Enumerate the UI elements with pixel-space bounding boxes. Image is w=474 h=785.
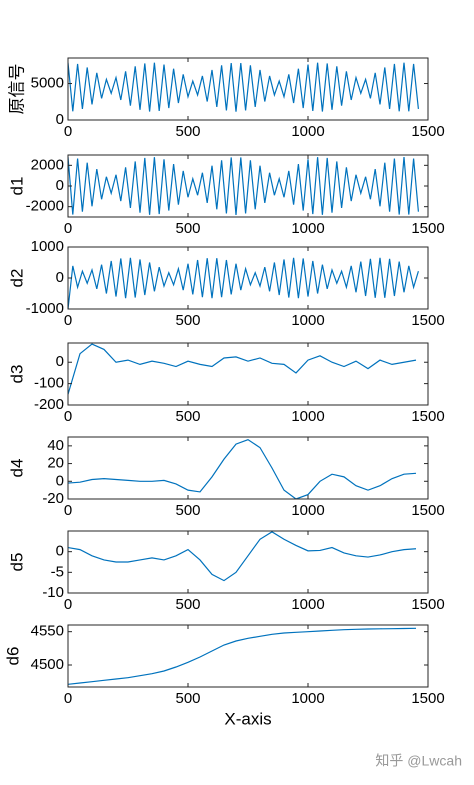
y-tick-label: 0	[56, 472, 64, 489]
y-axis-label: d5	[7, 553, 26, 572]
x-tick-label: 500	[175, 312, 200, 329]
data-line	[68, 62, 419, 112]
x-tick-label: 1500	[411, 596, 444, 613]
x-tick-label: 1000	[291, 690, 324, 707]
watermark: 知乎 @Lwcah	[375, 753, 462, 769]
y-tick-label: -20	[42, 490, 64, 507]
subplot: 0 500 1000 1500 0 5000 原信号	[7, 57, 445, 140]
x-tick-label: 0	[64, 408, 72, 425]
x-tick-label: 1500	[411, 690, 444, 707]
x-tick-label: 1000	[291, 408, 324, 425]
x-tick-label: 500	[175, 690, 200, 707]
x-tick-label: 0	[64, 123, 72, 140]
y-axis-label: d3	[7, 365, 26, 384]
axes-box	[67, 342, 429, 406]
y-axis-label: d4	[7, 459, 26, 478]
y-tick-label: 4550	[31, 623, 64, 640]
y-tick-label: 0	[56, 353, 64, 370]
x-tick-label: 0	[64, 596, 72, 613]
y-tick-label: -5	[51, 563, 64, 580]
axes-box	[67, 57, 429, 121]
x-tick-label: 0	[64, 502, 72, 519]
y-tick-label: 40	[47, 437, 64, 454]
x-tick-label: 0	[64, 690, 72, 707]
data-line	[68, 343, 417, 395]
y-tick-label: -10	[42, 584, 64, 601]
y-tick-label: 2000	[31, 156, 64, 173]
y-tick-label: -1000	[26, 300, 64, 317]
y-axis-label: d1	[7, 177, 26, 196]
data-line	[68, 257, 419, 309]
y-tick-label: 4500	[31, 656, 64, 673]
y-axis-label: 原信号	[7, 64, 26, 115]
data-line	[68, 531, 417, 582]
y-axis-label: d2	[7, 269, 26, 288]
x-tick-label: 1500	[411, 312, 444, 329]
y-tick-label: -200	[34, 396, 64, 413]
x-tick-label: 500	[175, 596, 200, 613]
data-line	[68, 627, 417, 685]
x-tick-label: 1500	[411, 220, 444, 237]
x-tick-label: 1000	[291, 220, 324, 237]
y-axis-label: d6	[3, 647, 22, 666]
x-tick-label: 1500	[411, 502, 444, 519]
subplot: 0 500 1000 1500 4500 4550 d6 X-axis	[3, 623, 444, 729]
x-tick-label: 0	[64, 312, 72, 329]
x-tick-label: 1000	[291, 502, 324, 519]
x-tick-label: 1000	[291, 312, 324, 329]
axes-box	[67, 624, 429, 688]
data-line	[68, 438, 417, 499]
y-tick-label: -100	[34, 375, 64, 392]
y-tick-label: 20	[47, 455, 64, 472]
y-tick-label: 0	[56, 269, 64, 286]
x-tick-label: 1000	[291, 596, 324, 613]
y-tick-label: 0	[56, 111, 64, 128]
x-tick-label: 500	[175, 220, 200, 237]
y-tick-label: 0	[56, 543, 64, 560]
axes-box	[67, 436, 429, 500]
x-tick-label: 1000	[291, 123, 324, 140]
y-tick-label: -2000	[26, 198, 64, 215]
y-tick-label: 5000	[31, 74, 64, 91]
x-axis-label: X-axis	[224, 709, 271, 728]
data-line	[68, 157, 419, 215]
y-tick-label: 0	[56, 177, 64, 194]
x-tick-label: 1500	[411, 408, 444, 425]
y-tick-label: 1000	[31, 238, 64, 255]
x-tick-label: 500	[175, 408, 200, 425]
axes-box	[67, 530, 429, 594]
x-tick-label: 500	[175, 123, 200, 140]
x-tick-label: 500	[175, 502, 200, 519]
x-tick-label: 1500	[411, 123, 444, 140]
x-tick-label: 0	[64, 220, 72, 237]
